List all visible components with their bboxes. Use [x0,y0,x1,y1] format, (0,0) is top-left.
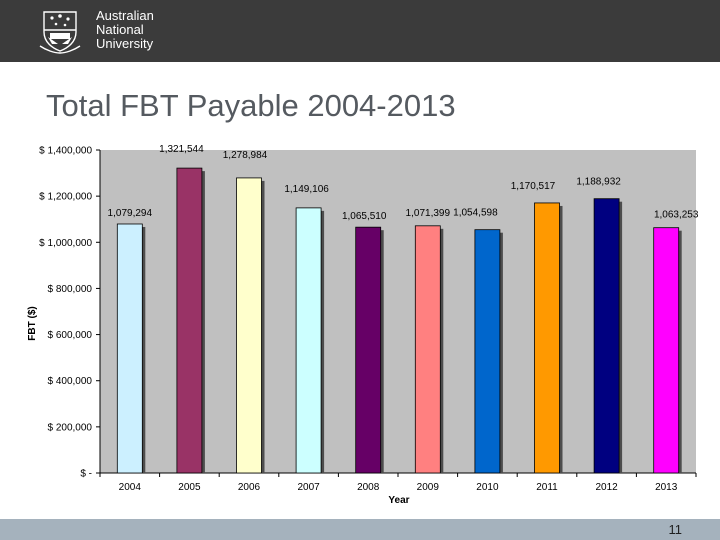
data-label: 1,079,294 [108,208,153,219]
y-tick-label: $ 1,400,000 [39,146,92,157]
data-label: 1,188,932 [576,177,621,188]
data-label: 1,149,106 [284,184,329,195]
data-label: 1,065,510 [342,211,387,222]
data-label: 1,278,984 [223,150,268,161]
bar [295,207,322,474]
data-label: 1,054,598 [453,208,498,219]
y-tick-label: $ 600,000 [48,330,93,341]
x-tick-label: 2004 [119,482,142,493]
x-tick-label: 2012 [595,482,618,493]
page-number: 11 [668,522,683,537]
footer-bar: 11 [0,519,720,540]
y-tick-label: $ 1,200,000 [39,192,92,203]
x-tick-label: 2011 [536,482,558,493]
bar [593,198,620,474]
wordmark-line: National [96,22,144,37]
header-bar: Australian National University [0,0,720,62]
university-wordmark: Australian National University [96,9,154,51]
slide-title: Total FBT Payable 2004-2013 [46,88,456,123]
bar [176,167,203,474]
x-tick-label: 2006 [238,482,261,493]
x-axis-title: Year [388,495,409,506]
bar [534,202,560,474]
x-tick-label: 2010 [476,482,499,493]
bar [236,177,262,474]
bar [653,227,680,474]
y-tick-label: $ 1,000,000 [39,238,92,249]
y-tick-label: $ 400,000 [48,376,93,387]
x-tick-label: 2008 [357,482,380,493]
data-label: 1,063,253 [654,210,699,221]
fbt-bar-chart: $ - $ 200,000 $ 400,000 $ 600,000 $ 800,000 $… [27,144,699,506]
bar [474,229,501,474]
x-tick-label: 2005 [178,482,201,493]
wordmark-line: University [96,36,154,51]
wordmark-line: Australian [96,8,154,23]
data-label: 1,170,517 [511,181,556,192]
bar [116,223,143,474]
anu-crest-icon [39,11,81,54]
bar [355,226,382,474]
x-tick-label: 2009 [417,482,440,493]
data-label: 1,071,399 [406,208,451,219]
x-tick-label: 2013 [655,482,678,493]
y-tick-label: $ 800,000 [48,284,93,295]
x-tick-label: 2007 [297,482,320,493]
bar [414,225,441,474]
data-label: 1,321,544 [159,144,204,155]
y-axis-title: FBT ($) [27,306,38,340]
y-tick-label: $ 200,000 [48,422,93,433]
y-tick-label: $ - [80,469,92,480]
